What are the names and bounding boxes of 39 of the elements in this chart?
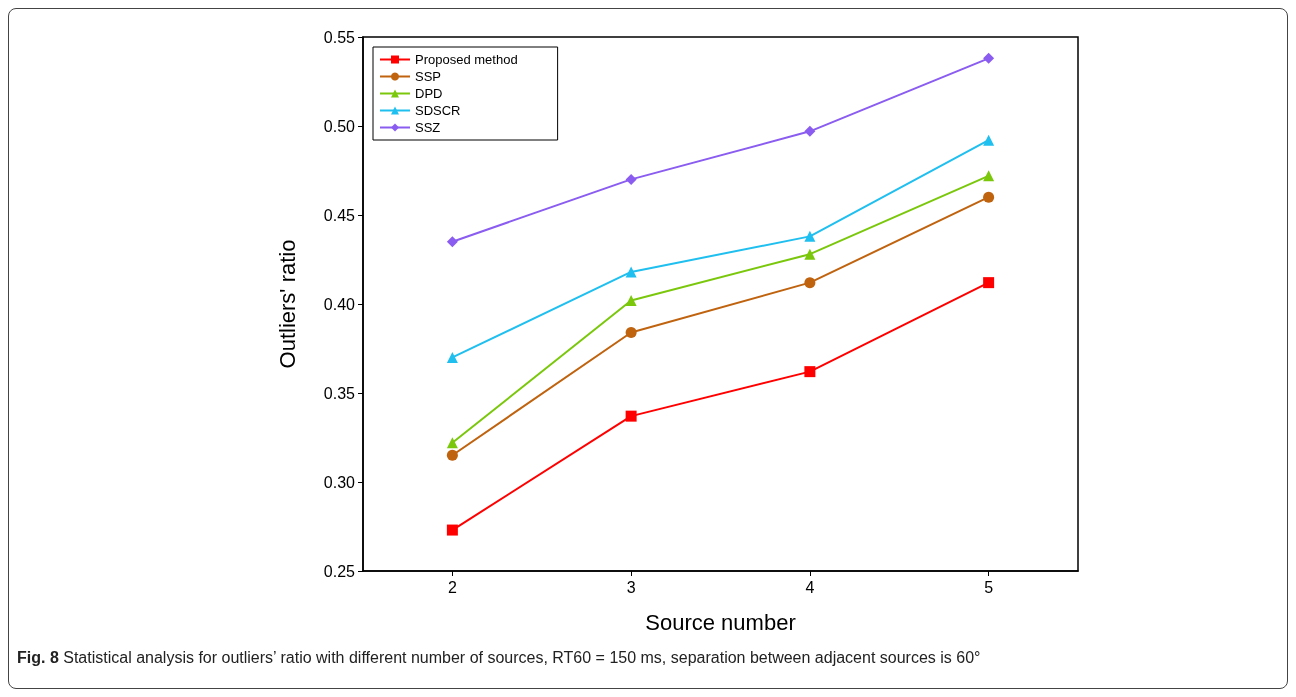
y-tick-label: 0.25 — [323, 562, 356, 580]
legend-label: DPD — [415, 86, 443, 101]
legend-label: SSZ — [415, 120, 441, 135]
point — [446, 449, 458, 461]
point — [446, 437, 458, 449]
caption: Fig. 8 Statistical analysis for outliers’ ratio with different number of sources, RT60 = 150 ms, separation between adjacent sources is 60° — [17, 649, 981, 667]
point — [625, 294, 637, 306]
legend-label: SDSCR — [415, 103, 461, 118]
point — [983, 134, 995, 146]
point — [983, 52, 995, 64]
point — [625, 410, 637, 422]
point — [625, 266, 637, 278]
point — [446, 524, 458, 536]
y-axis-title: Outliers' ratio — [274, 239, 300, 369]
point — [625, 173, 637, 185]
point — [804, 230, 816, 242]
x-axis-title: Source number — [645, 609, 796, 635]
y-tick-label: 0.45 — [323, 206, 356, 224]
x-tick-label: 5 — [984, 578, 994, 596]
point — [983, 191, 995, 203]
x-tick-label: 2 — [447, 578, 457, 596]
y-tick-label: 0.40 — [323, 295, 356, 313]
y-tick-label: 0.35 — [323, 384, 356, 402]
y-tick-label: 0.55 — [323, 28, 356, 46]
point — [804, 248, 816, 260]
y-tick-label: 0.30 — [323, 473, 356, 491]
x-tick-label: 3 — [626, 578, 636, 596]
legend-label: SSP — [415, 69, 442, 84]
point — [804, 366, 816, 378]
x-tick-label: 4 — [805, 578, 815, 596]
point — [804, 125, 816, 137]
point — [446, 351, 458, 363]
point — [983, 277, 995, 289]
point — [625, 326, 637, 338]
point — [446, 236, 458, 248]
point — [983, 170, 995, 182]
point — [804, 277, 816, 289]
legend-label: Proposed method — [415, 52, 518, 67]
y-tick-label: 0.50 — [323, 117, 356, 135]
